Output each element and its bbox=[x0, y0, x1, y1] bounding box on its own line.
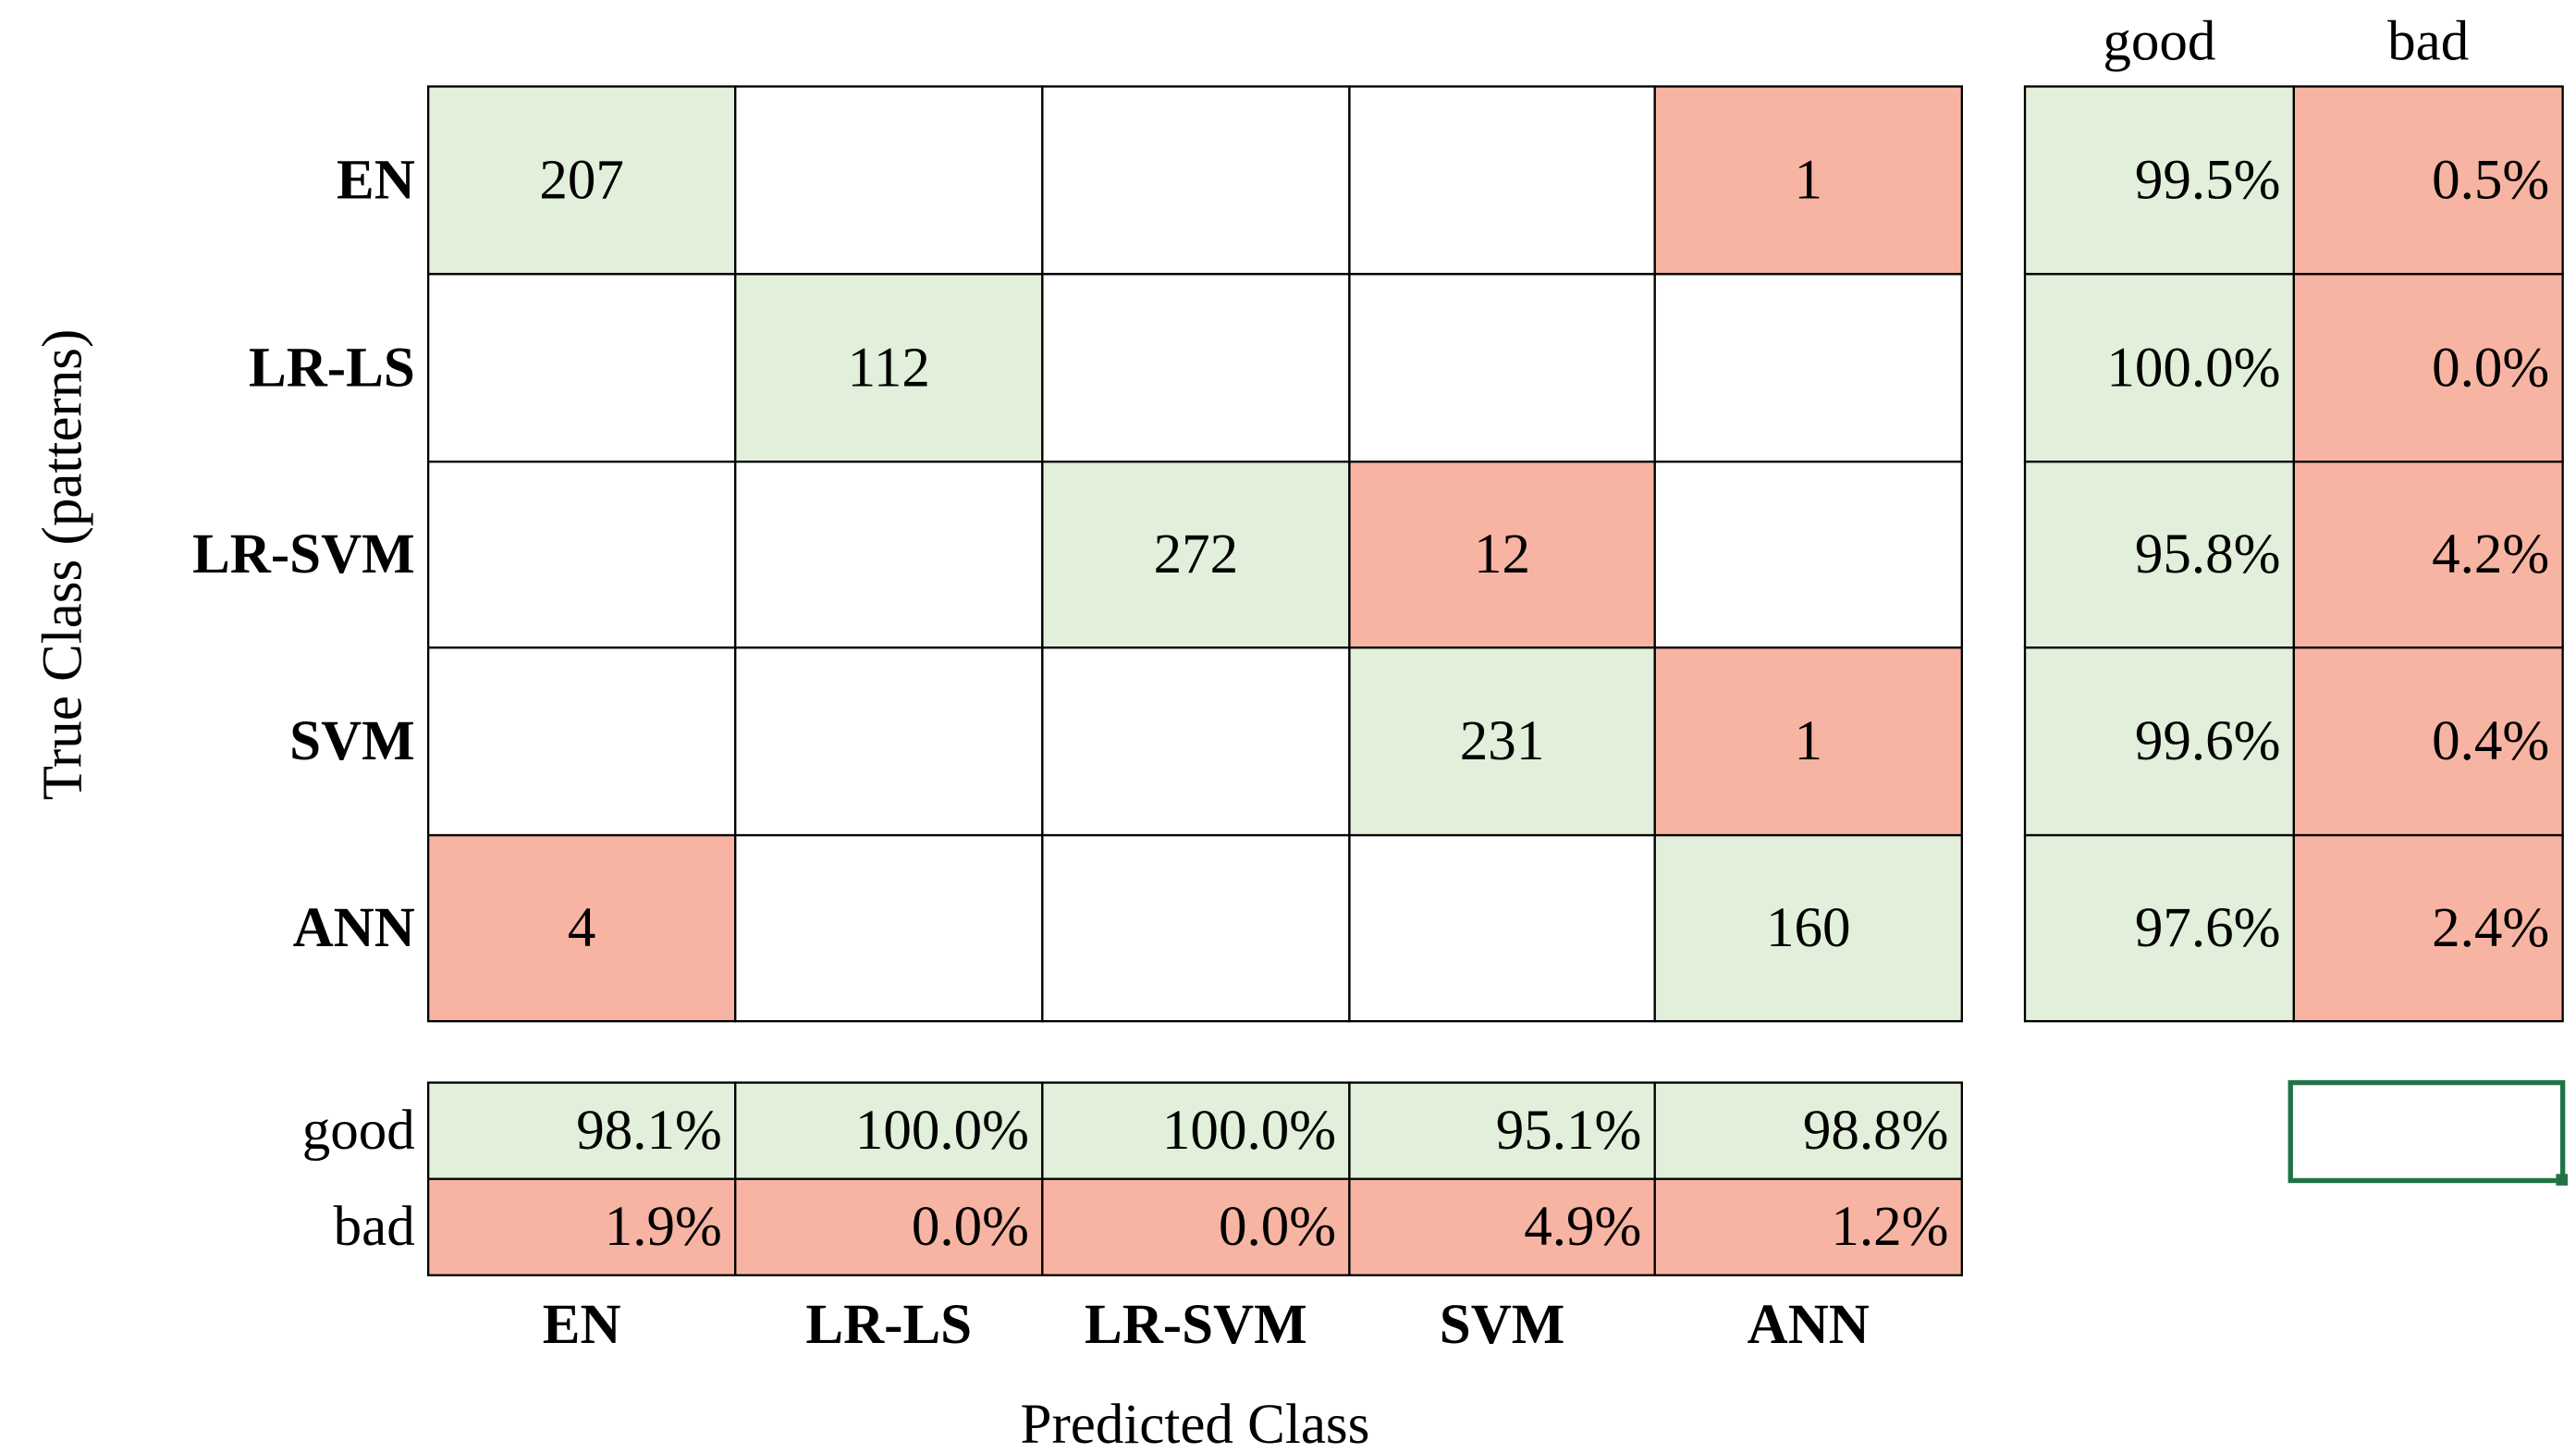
summary-cell bbox=[734, 1081, 1044, 1180]
summary-cell bbox=[1653, 1177, 1963, 1276]
summary-cell bbox=[2023, 85, 2295, 276]
summary-rate: 0.4% bbox=[2432, 710, 2549, 772]
row-label: EN bbox=[337, 149, 415, 211]
matrix-cell bbox=[426, 273, 737, 463]
summary-cell bbox=[1653, 1081, 1963, 1180]
summary-label: bad bbox=[334, 1196, 415, 1258]
summary-cell bbox=[2023, 273, 2295, 463]
matrix-cell bbox=[426, 85, 737, 276]
summary-rate: 100.0% bbox=[2106, 337, 2280, 399]
summary-rate: 1.2% bbox=[1831, 1196, 1948, 1258]
summary-rate: 0.5% bbox=[2432, 149, 2549, 211]
column-label: LR-LS bbox=[805, 1294, 972, 1356]
matrix-cell bbox=[1348, 833, 1656, 1023]
cell-count: 207 bbox=[539, 149, 624, 211]
row-label: LR-LS bbox=[249, 337, 415, 399]
summary-cell bbox=[2292, 646, 2564, 837]
matrix-cell bbox=[734, 85, 1044, 276]
cell-count: 12 bbox=[1474, 523, 1530, 585]
summary-header: good bbox=[2103, 11, 2215, 73]
summary-cell bbox=[2292, 273, 2564, 463]
column-label: LR-SVM bbox=[1085, 1294, 1307, 1356]
summary-cell bbox=[1041, 1081, 1351, 1180]
summary-rate: 97.6% bbox=[2135, 897, 2281, 959]
summary-cell bbox=[2023, 461, 2295, 649]
cell-count: 272 bbox=[1154, 523, 1239, 585]
summary-header: bad bbox=[2387, 11, 2469, 73]
matrix-cell bbox=[426, 461, 737, 649]
matrix-cell bbox=[1653, 461, 1963, 649]
matrix-cell bbox=[1041, 833, 1351, 1023]
matrix-cell bbox=[426, 646, 737, 837]
summary-cell bbox=[426, 1081, 737, 1180]
column-label: EN bbox=[543, 1294, 621, 1356]
summary-rate: 2.4% bbox=[2432, 897, 2549, 959]
matrix-cell bbox=[1041, 273, 1351, 463]
selection-box bbox=[2288, 1079, 2566, 1184]
summary-cell bbox=[2023, 646, 2295, 837]
summary-rate: 99.6% bbox=[2135, 710, 2281, 772]
matrix-cell bbox=[1041, 461, 1351, 649]
row-label: SVM bbox=[289, 710, 415, 772]
summary-rate: 1.9% bbox=[605, 1196, 722, 1258]
summary-rate: 95.1% bbox=[1496, 1100, 1642, 1162]
summary-cell bbox=[2292, 833, 2564, 1023]
cell-count: 112 bbox=[848, 337, 930, 399]
matrix-cell bbox=[1348, 273, 1656, 463]
cell-count: 1 bbox=[1795, 710, 1823, 772]
cell-count: 231 bbox=[1460, 710, 1545, 772]
summary-cell bbox=[2023, 833, 2295, 1023]
row-label: LR-SVM bbox=[192, 523, 415, 585]
summary-rate: 98.1% bbox=[576, 1100, 722, 1162]
matrix-cell bbox=[1041, 646, 1351, 837]
column-label: ANN bbox=[1748, 1294, 1870, 1356]
cell-count: 160 bbox=[1766, 897, 1851, 959]
summary-rate: 0.0% bbox=[1219, 1196, 1336, 1258]
summary-rate: 100.0% bbox=[1162, 1100, 1336, 1162]
x-axis-title: Predicted Class bbox=[1021, 1394, 1370, 1453]
matrix-cell bbox=[1041, 85, 1351, 276]
cell-count: 4 bbox=[568, 897, 596, 959]
summary-cell bbox=[1041, 1177, 1351, 1276]
matrix-cell bbox=[1348, 85, 1656, 276]
summary-rate: 98.8% bbox=[1803, 1100, 1949, 1162]
summary-cell bbox=[1348, 1081, 1656, 1180]
column-label: SVM bbox=[1440, 1294, 1565, 1356]
selection-handle bbox=[2556, 1174, 2569, 1186]
matrix-cell bbox=[1653, 85, 1963, 276]
matrix-cell bbox=[1653, 273, 1963, 463]
summary-rate: 0.0% bbox=[2432, 337, 2549, 399]
summary-cell bbox=[2292, 461, 2564, 649]
summary-rate: 4.9% bbox=[1524, 1196, 1641, 1258]
matrix-cell bbox=[426, 833, 737, 1023]
summary-rate: 0.0% bbox=[912, 1196, 1029, 1258]
matrix-cell bbox=[734, 646, 1044, 837]
summary-rate: 4.2% bbox=[2432, 523, 2549, 585]
matrix-cell bbox=[1348, 461, 1656, 649]
matrix-cell bbox=[734, 461, 1044, 649]
matrix-cell bbox=[1653, 833, 1963, 1023]
y-axis-title: True Class (patterns) bbox=[32, 329, 94, 801]
summary-rate: 100.0% bbox=[855, 1100, 1029, 1162]
summary-label: good bbox=[302, 1100, 415, 1162]
cell-count: 1 bbox=[1795, 149, 1823, 211]
matrix-cell bbox=[734, 833, 1044, 1023]
summary-rate: 99.5% bbox=[2135, 149, 2281, 211]
summary-rate: 95.8% bbox=[2135, 523, 2281, 585]
summary-cell bbox=[1348, 1177, 1656, 1276]
matrix-cell bbox=[734, 273, 1044, 463]
matrix-cell bbox=[1348, 646, 1656, 837]
summary-cell bbox=[426, 1177, 737, 1276]
row-label: ANN bbox=[293, 897, 415, 959]
summary-cell bbox=[2292, 85, 2564, 276]
